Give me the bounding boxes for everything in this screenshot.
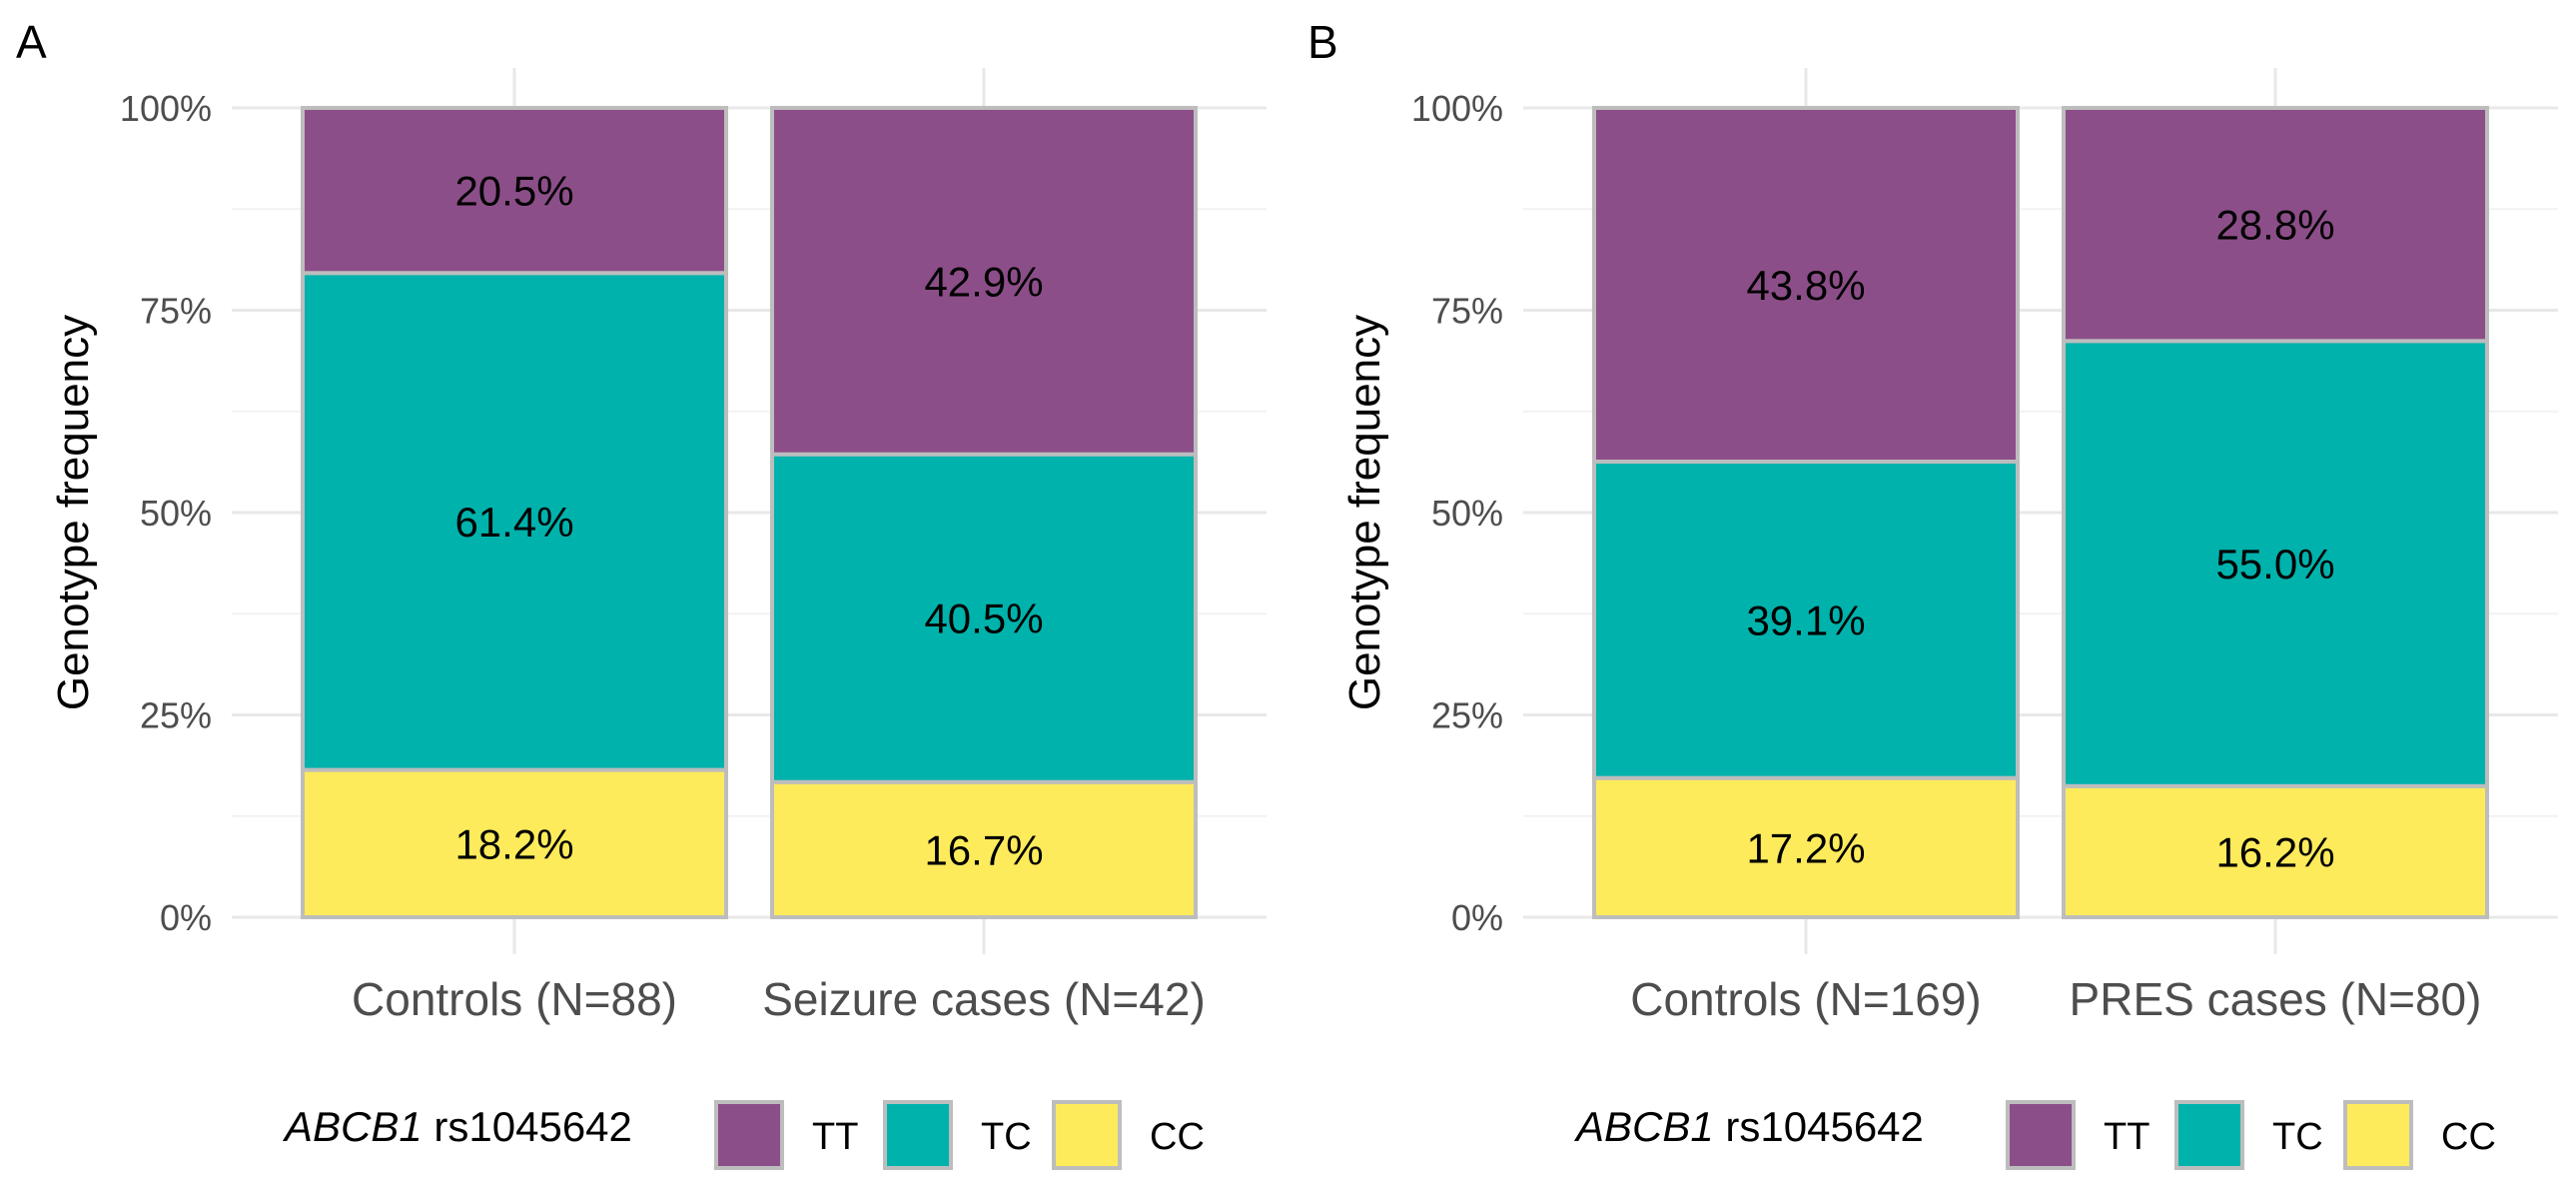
panel-a-bar-cc-1 (301, 767, 728, 920)
panel-b-legend-key-cc (2343, 1100, 2413, 1170)
panel-a-ylabel: Genotype frequency (49, 315, 98, 710)
panel-a-bar-label-tt-2: 42.9% (924, 258, 1043, 305)
panel-b-legend-label-cc: CC (2441, 1116, 2496, 1158)
panel-a-xtick-label: Seizure cases (N=42) (762, 973, 1206, 1025)
panel-a-ytick-label: 0% (160, 897, 212, 938)
panel-b-ylabel: Genotype frequency (1340, 315, 1389, 710)
panel-a-bar-label-cc-1: 18.2% (454, 820, 573, 867)
panel-a-ytick-label: 100% (120, 88, 212, 129)
panel-a-legend-key-tc (883, 1100, 953, 1170)
panel-b-legend-label-tt: TT (2104, 1116, 2149, 1158)
panel-b-xtick-label: Controls (N=169) (1630, 973, 1982, 1025)
panel-a-legend-title: ABCB1 rs1045642 (282, 1103, 632, 1150)
panel-b-legend-key-tc (2174, 1100, 2244, 1170)
panel-a-bar-label-tc-2: 40.5% (924, 596, 1043, 642)
panel-a-ytick-label: 50% (140, 493, 212, 534)
panel-b-legend-title: ABCB1 rs1045642 (1573, 1103, 1924, 1150)
panel-b-bar-label-cc-2: 16.2% (2215, 828, 2334, 875)
panel-b-legend-key-tt (2006, 1100, 2076, 1170)
panel-a-legend-label-cc: CC (1150, 1116, 1205, 1158)
panel-b-bar-label-cc-1: 17.2% (1746, 824, 1865, 871)
panel-b-ytick-label: 75% (1431, 291, 1503, 332)
panel-a-legend-title-snp: rs1045642 (423, 1103, 632, 1150)
panel-b-ytick-label: 100% (1411, 88, 1503, 129)
panel-b-ytick-label: 50% (1431, 493, 1503, 534)
panel-a-ytick-label: 25% (140, 695, 212, 736)
panel-a-bar-label-tc-1: 61.4% (454, 499, 573, 546)
panel-a-bar-label-cc-2: 16.7% (924, 826, 1043, 873)
panel-b-bar-label-tt-2: 28.8% (2215, 202, 2334, 249)
panel-b-xtick-label: PRES cases (N=80) (2070, 973, 2482, 1025)
panel-b-bar-label-tc-2: 55.0% (2215, 541, 2334, 588)
panel-b-legend-title-snp: rs1045642 (1714, 1103, 1924, 1150)
panel-b-legend-label-tc: TC (2272, 1116, 2323, 1158)
panel-a-bar-tc-2 (770, 452, 1198, 784)
panel-a-bar-tt-2 (770, 106, 1198, 457)
panel-b-ytick-label: 25% (1431, 695, 1503, 736)
panel-a-bar-tt-1 (301, 106, 728, 276)
panel-b-ytick-label: 0% (1451, 897, 1503, 938)
panel-a-label: A (16, 16, 47, 68)
panel-a-legend-title-gene: ABCB1 (282, 1103, 423, 1150)
panel-a-legend-key-tt (714, 1100, 784, 1170)
panel-b-label: B (1307, 16, 1338, 68)
panel-a-ytick-label: 75% (140, 291, 212, 332)
panel-a-xtick-label: Controls (N=88) (352, 973, 677, 1025)
panel-b-legend-title-gene: ABCB1 (1573, 1103, 1714, 1150)
panel-b-bar-cc-1 (1592, 775, 2020, 919)
panel-b-bar-label-tc-1: 39.1% (1746, 597, 1865, 643)
panel-a-legend-label-tc: TC (981, 1116, 1032, 1158)
panel-b-bar-tc-2 (2062, 339, 2489, 788)
panel-a-legend-label-tt: TT (812, 1116, 858, 1158)
panel-a-bar-cc-2 (770, 779, 1198, 919)
panel-a-bar-label-tt-1: 20.5% (454, 168, 573, 215)
panel-b-bar-label-tt-1: 43.8% (1746, 262, 1865, 309)
panel-b-bar-tt-2 (2062, 106, 2489, 344)
panel-b-bar-tt-1 (1592, 106, 2020, 464)
panel-a-bar-tc-1 (301, 271, 728, 772)
panel-a-legend-key-cc (1052, 1100, 1122, 1170)
